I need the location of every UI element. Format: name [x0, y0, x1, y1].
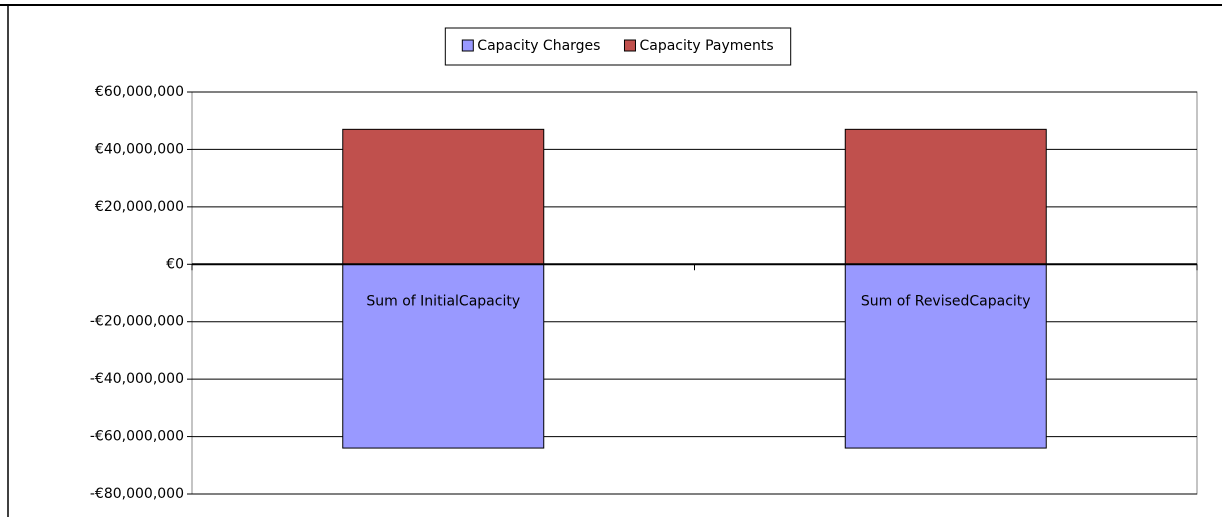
y-tick-label: €0: [166, 256, 184, 272]
legend-swatch: [461, 39, 474, 52]
legend: Capacity Charges Capacity Payments: [444, 27, 792, 66]
y-tick-label: -€40,000,000: [90, 371, 184, 387]
bar: [342, 263, 545, 449]
bar: [844, 263, 1047, 449]
legend-label: Capacity Payments: [639, 38, 773, 54]
y-tick-label: -€80,000,000: [90, 486, 184, 502]
bar: [844, 128, 1047, 265]
y-tick-label: -€60,000,000: [90, 429, 184, 445]
y-tick-label: -€20,000,000: [90, 314, 184, 330]
x-tick-label: Sum of RevisedCapacity: [861, 293, 1031, 309]
legend-label: Capacity Charges: [477, 38, 600, 54]
legend-box: [444, 27, 792, 66]
y-tick-label: €40,000,000: [95, 141, 184, 157]
y-tick-label: €20,000,000: [95, 199, 184, 215]
bar: [342, 128, 545, 265]
y-tick-label: €60,000,000: [95, 84, 184, 100]
x-tick-label: Sum of InitialCapacity: [366, 293, 520, 309]
legend-swatch: [623, 39, 636, 52]
